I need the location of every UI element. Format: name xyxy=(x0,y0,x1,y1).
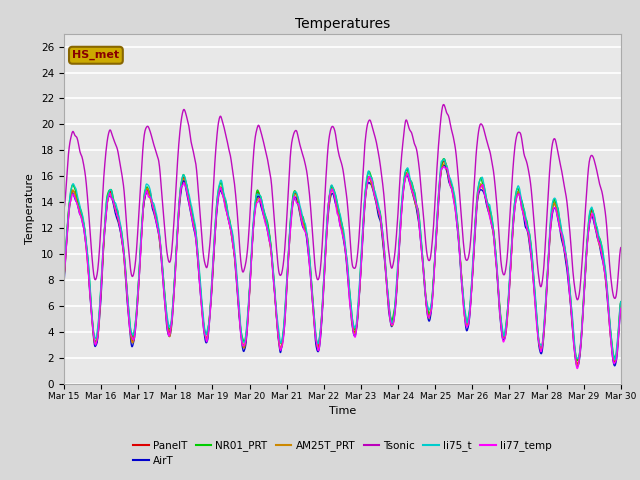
Legend: PanelT, AirT, NR01_PRT, AM25T_PRT, Tsonic, li75_t, li77_temp: PanelT, AirT, NR01_PRT, AM25T_PRT, Tsoni… xyxy=(129,436,556,470)
Y-axis label: Temperature: Temperature xyxy=(26,173,35,244)
Text: HS_met: HS_met xyxy=(72,50,120,60)
X-axis label: Time: Time xyxy=(329,406,356,416)
Title: Temperatures: Temperatures xyxy=(295,17,390,31)
